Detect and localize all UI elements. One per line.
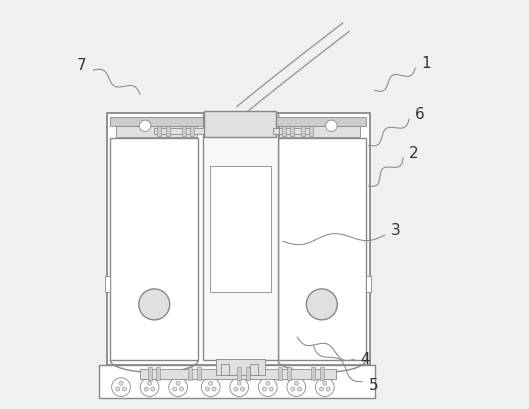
Circle shape [258, 378, 277, 396]
Circle shape [169, 378, 187, 396]
Circle shape [144, 387, 148, 391]
Bar [276, 128, 279, 135]
Bar [190, 126, 194, 137]
Text: 3: 3 [391, 223, 400, 238]
Circle shape [298, 387, 302, 391]
Circle shape [212, 387, 216, 391]
Bar [246, 367, 250, 380]
Circle shape [179, 387, 184, 391]
Bar [99, 365, 375, 398]
Circle shape [326, 387, 330, 391]
Bar [166, 126, 170, 137]
Bar [111, 138, 198, 360]
Circle shape [326, 120, 337, 132]
Bar [221, 364, 229, 375]
Circle shape [323, 381, 327, 385]
Text: 2: 2 [409, 146, 419, 161]
Bar [237, 367, 241, 380]
Bar [282, 126, 286, 137]
Bar [278, 367, 282, 380]
Bar [301, 126, 305, 137]
Circle shape [320, 387, 324, 391]
Circle shape [112, 378, 130, 396]
Circle shape [269, 387, 273, 391]
Circle shape [294, 381, 298, 385]
Circle shape [208, 381, 213, 385]
Bar [273, 117, 366, 126]
Bar [111, 117, 203, 126]
Circle shape [172, 387, 177, 391]
Bar [188, 367, 192, 380]
Bar [290, 126, 294, 137]
Bar [309, 126, 313, 137]
Bar [279, 126, 360, 137]
Bar [366, 276, 371, 292]
Bar [148, 367, 152, 380]
Bar [278, 138, 366, 360]
Bar [273, 128, 279, 135]
Circle shape [287, 378, 306, 396]
Bar [204, 111, 276, 137]
Circle shape [315, 378, 334, 396]
Bar [154, 128, 204, 135]
Bar [156, 367, 160, 380]
Circle shape [202, 378, 220, 396]
Circle shape [176, 381, 180, 385]
Circle shape [139, 289, 170, 320]
Bar [157, 126, 161, 137]
Circle shape [116, 387, 120, 391]
Circle shape [241, 387, 244, 391]
Bar [140, 369, 336, 379]
Circle shape [306, 289, 338, 320]
Bar [250, 364, 258, 375]
Text: 4: 4 [360, 352, 370, 367]
Circle shape [119, 381, 123, 385]
Circle shape [291, 387, 295, 391]
Circle shape [230, 378, 249, 396]
Circle shape [262, 387, 267, 391]
Circle shape [151, 387, 155, 391]
Circle shape [234, 387, 238, 391]
Bar [182, 126, 186, 137]
Bar [312, 367, 315, 380]
Bar [211, 166, 271, 292]
Bar [107, 113, 370, 365]
Bar [203, 113, 278, 360]
Bar [216, 360, 264, 375]
Bar [287, 367, 291, 380]
Circle shape [266, 381, 270, 385]
Text: 7: 7 [77, 58, 87, 73]
Bar [279, 128, 309, 135]
Text: 5: 5 [368, 378, 378, 393]
Text: 1: 1 [422, 56, 431, 72]
Circle shape [140, 378, 159, 396]
Text: 6: 6 [415, 107, 425, 122]
Circle shape [122, 387, 126, 391]
Bar [197, 367, 201, 380]
Bar [105, 276, 111, 292]
Circle shape [205, 387, 209, 391]
Bar [116, 126, 197, 137]
Circle shape [237, 381, 241, 385]
Bar [321, 367, 324, 380]
Circle shape [148, 381, 152, 385]
Circle shape [139, 120, 151, 132]
